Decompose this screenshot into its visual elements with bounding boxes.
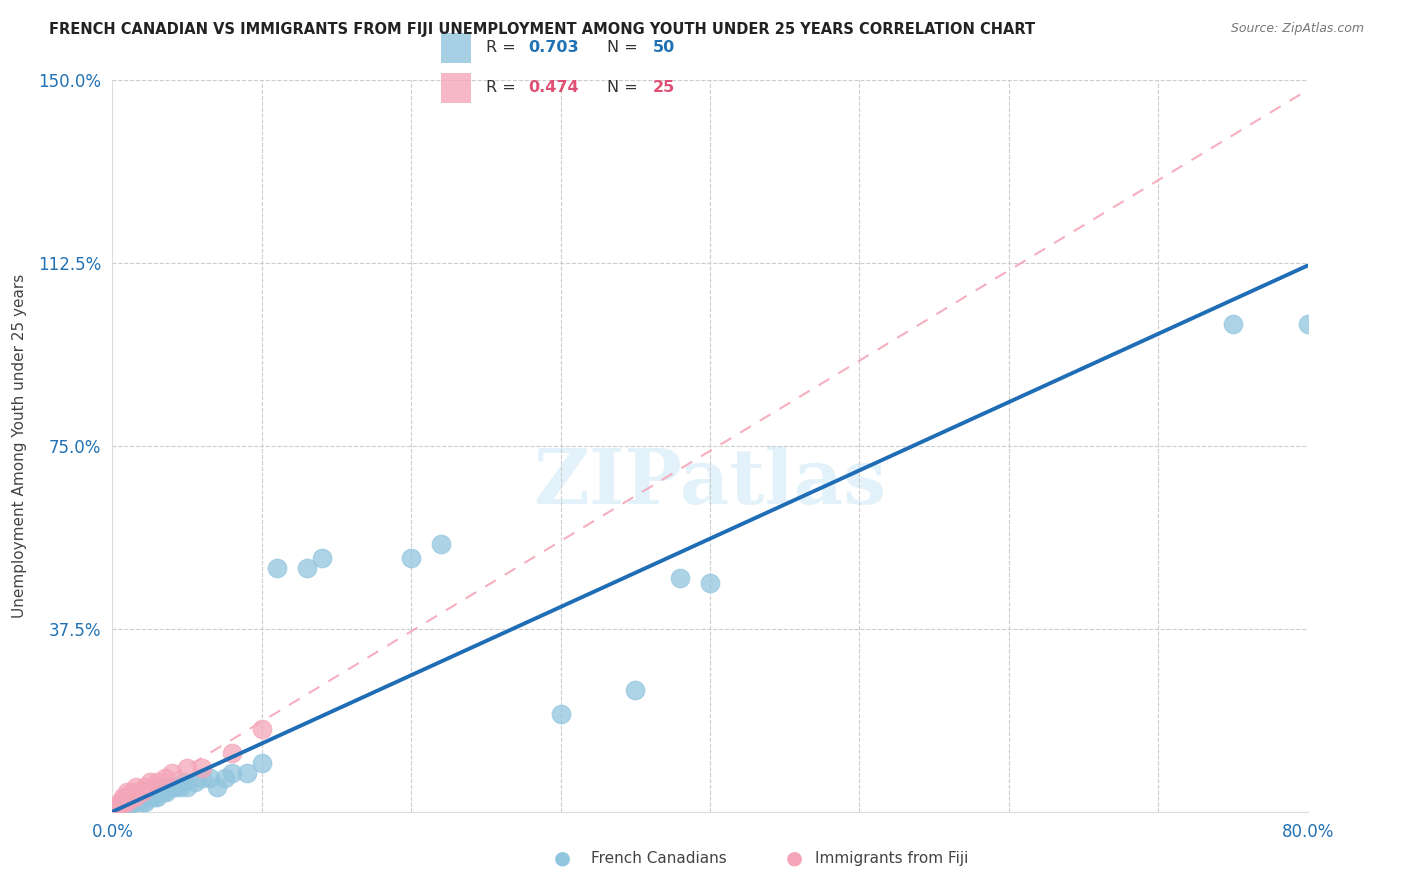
Point [191, 771, 214, 785]
Point [139, 775, 162, 789]
Point [134, 785, 156, 799]
Point [152, 785, 174, 799]
Point [108, 800, 131, 814]
Point [134, 780, 156, 795]
Point [124, 790, 146, 805]
Point [114, 795, 135, 809]
Point [121, 785, 143, 799]
Point [117, 795, 139, 809]
Point [699, 575, 721, 590]
Point [214, 771, 236, 785]
Point [111, 790, 134, 805]
Text: ZIPatlas: ZIPatlas [533, 446, 887, 519]
Text: 0.703: 0.703 [529, 39, 579, 54]
Point [153, 780, 176, 795]
Point [165, 780, 187, 795]
Point [124, 795, 146, 809]
Point [169, 780, 191, 795]
Point [221, 765, 243, 780]
Point [624, 682, 647, 697]
Point [120, 795, 142, 809]
Point [162, 780, 183, 795]
Text: R =: R = [486, 39, 522, 54]
Point [131, 790, 153, 805]
Point [250, 756, 273, 770]
Point [146, 790, 169, 805]
Point [250, 722, 273, 736]
Text: N =: N = [607, 80, 643, 95]
Point [131, 795, 153, 809]
Point [139, 785, 162, 799]
Text: French Canadians: French Canadians [591, 851, 727, 865]
Point [108, 795, 131, 809]
Point [176, 780, 198, 795]
Point [117, 785, 139, 799]
Point [162, 765, 183, 780]
Point [183, 775, 205, 789]
Point [105, 800, 128, 814]
Text: ●: ● [786, 848, 803, 868]
Point [128, 785, 150, 799]
Text: N =: N = [607, 39, 643, 54]
Point [149, 785, 172, 799]
Point [131, 785, 153, 799]
Point [115, 790, 138, 805]
Point [173, 775, 195, 789]
Point [295, 561, 318, 575]
Point [198, 771, 221, 785]
Point [143, 790, 166, 805]
Point [125, 780, 148, 795]
Point [117, 800, 139, 814]
Point [111, 795, 134, 809]
Point [110, 795, 132, 809]
Text: FRENCH CANADIAN VS IMMIGRANTS FROM FIJI UNEMPLOYMENT AMONG YOUTH UNDER 25 YEARS : FRENCH CANADIAN VS IMMIGRANTS FROM FIJI … [49, 22, 1035, 37]
Point [430, 536, 453, 550]
Point [127, 790, 149, 805]
Text: R =: R = [486, 80, 522, 95]
Point [266, 561, 288, 575]
Point [134, 795, 156, 809]
Point [153, 771, 176, 785]
Point [114, 795, 135, 809]
Point [139, 790, 162, 805]
Point [191, 761, 214, 775]
Point [141, 790, 163, 805]
Point [236, 765, 259, 780]
Text: Source: ZipAtlas.com: Source: ZipAtlas.com [1230, 22, 1364, 36]
Point [121, 795, 143, 809]
Text: 50: 50 [652, 39, 675, 54]
Text: Immigrants from Fiji: Immigrants from Fiji [815, 851, 969, 865]
Point [311, 551, 333, 566]
Point [120, 790, 142, 805]
FancyBboxPatch shape [441, 72, 471, 103]
Point [669, 571, 692, 585]
Text: 0.474: 0.474 [529, 80, 579, 95]
Point [176, 761, 198, 775]
Point [157, 780, 180, 795]
Y-axis label: Unemployment Among Youth under 25 years: Unemployment Among Youth under 25 years [13, 274, 27, 618]
Point [1222, 317, 1244, 331]
Point [221, 746, 243, 760]
Point [146, 775, 169, 789]
Point [401, 551, 423, 566]
Point [128, 790, 150, 805]
Point [1296, 317, 1319, 331]
Point [124, 790, 146, 805]
FancyBboxPatch shape [441, 33, 471, 63]
Point [142, 785, 165, 799]
Point [550, 707, 572, 722]
Point [125, 795, 148, 809]
Point [107, 800, 129, 814]
Point [155, 785, 177, 799]
Point [146, 780, 169, 795]
Text: ●: ● [554, 848, 571, 868]
Text: 25: 25 [652, 80, 675, 95]
Point [205, 780, 228, 795]
